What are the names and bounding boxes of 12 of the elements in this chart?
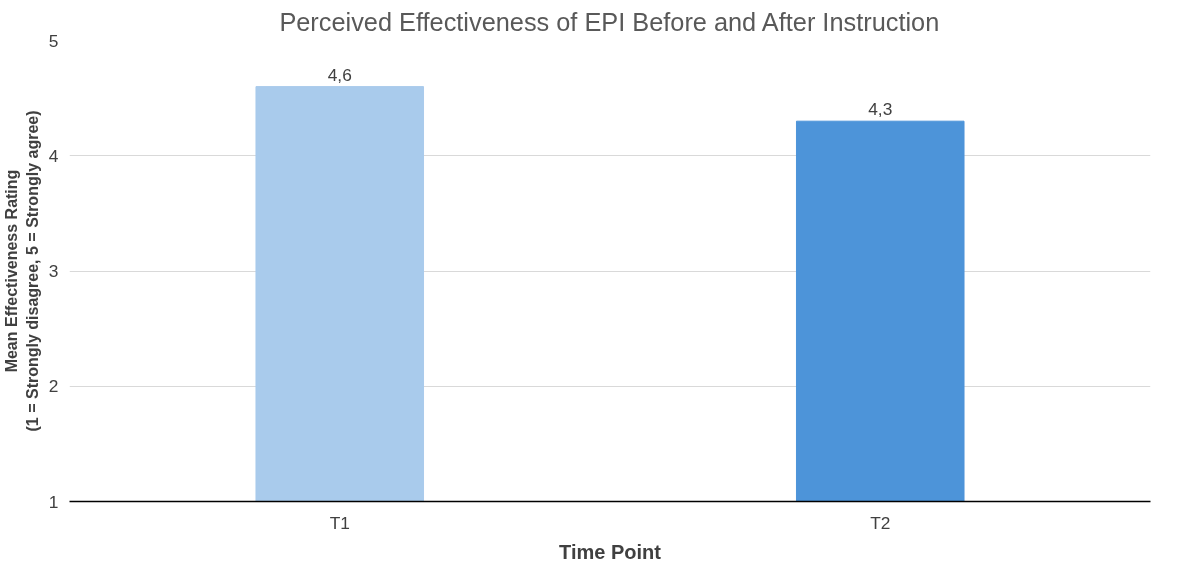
y-tick-label: 1 <box>48 491 59 512</box>
x-axis-title: Time Point <box>559 540 662 563</box>
x-tick-label: T2 <box>870 512 891 533</box>
y-tick-label: 5 <box>48 30 59 51</box>
y-axis-title: Mean Effectiveness Rating (1 = Strongly disagree, 5 = Strongly agree) <box>3 110 41 432</box>
y-tick-label: 2 <box>48 376 59 397</box>
y-tick-label: 3 <box>48 261 59 281</box>
y-tick-label: 4 <box>48 145 59 166</box>
data-label: 4,6 <box>327 64 352 85</box>
data-label: 4,3 <box>868 99 893 120</box>
x-tick-label: T1 <box>329 512 350 533</box>
chart-title: Perceived Effectiveness of EPI Before and After Instruction <box>279 7 940 36</box>
